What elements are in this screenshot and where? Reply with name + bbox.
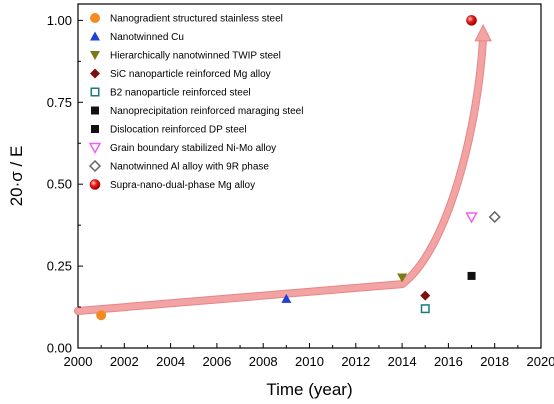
axis-ticks [77, 19, 542, 349]
data-point [420, 290, 431, 301]
legend-marker [89, 179, 101, 190]
data-point [465, 212, 478, 224]
data-point [281, 293, 292, 303]
legend-marker [90, 51, 100, 60]
y-tick-label: 0.75 [47, 95, 72, 110]
legend-marker [88, 142, 102, 155]
data-point [96, 310, 107, 321]
trend-arrow-shaft [75, 33, 487, 314]
legend-label: Nanotwinned Cu [110, 32, 184, 43]
legend-label: Nanoprecipitation reinforced maraging st… [110, 106, 303, 117]
x-tick-label: 2020 [527, 354, 554, 369]
data-points [96, 15, 501, 321]
legend-label: B2 nanoparticle reinforced steel [110, 88, 251, 99]
x-tick-label: 2016 [434, 354, 463, 369]
legend-label: Hierarchically nanotwinned TWIP steel [110, 51, 281, 62]
legend-marker [91, 125, 99, 133]
x-tick-labels: 2000 2002 2004 2006 2008 2010 2012 2014 2016 2018… [64, 354, 554, 369]
legend-marker [88, 159, 102, 173]
legend-label: SiC nanoparticle reinforced Mg alloy [110, 69, 271, 80]
legend: Nanogradient structured stainless steel N… [88, 13, 303, 191]
x-tick-label: 2000 [64, 354, 93, 369]
x-tick-label: 2014 [388, 354, 417, 369]
x-tick-label: 2012 [341, 354, 370, 369]
legend-label: Supra-nano-dual-phase Mg alloy [110, 180, 255, 191]
y-axis-title: 20·σ / E [7, 146, 26, 207]
y-tick-label: 0.25 [47, 259, 72, 274]
data-point [466, 15, 477, 26]
legend-label: Dislocation reinforced DP steel [110, 125, 247, 136]
y-tick-label: 1.00 [47, 13, 72, 28]
y-tick-label: 0.00 [47, 341, 72, 356]
legend-label: Grain boundary stabilized Ni-Mo alloy [110, 143, 276, 154]
x-tick-label: 2006 [202, 354, 231, 369]
x-tick-label: 2002 [110, 354, 139, 369]
x-axis-title: Time (year) [266, 380, 352, 399]
data-point [488, 210, 501, 224]
x-tick-label: 2004 [156, 354, 185, 369]
y-tick-label: 0.50 [47, 177, 72, 192]
trend-arrow [74, 23, 492, 315]
data-point [397, 273, 408, 283]
legend-marker [90, 31, 100, 41]
y-tick-labels: 0.00 0.25 0.50 0.75 1.00 [47, 13, 72, 356]
legend-marker [90, 13, 100, 23]
x-tick-label: 2010 [295, 354, 324, 369]
legend-marker [90, 87, 100, 97]
data-point [467, 271, 476, 280]
trend-arrow-head [474, 23, 492, 42]
x-tick-label: 2008 [249, 354, 278, 369]
data-point [420, 304, 430, 314]
x-tick-label: 2018 [480, 354, 509, 369]
legend-label: Nanogradient structured stainless steel [110, 14, 283, 25]
legend-marker [90, 68, 100, 79]
legend-marker [91, 106, 99, 115]
legend-label: Nanotwinned Al alloy with 9R phase [110, 162, 269, 173]
